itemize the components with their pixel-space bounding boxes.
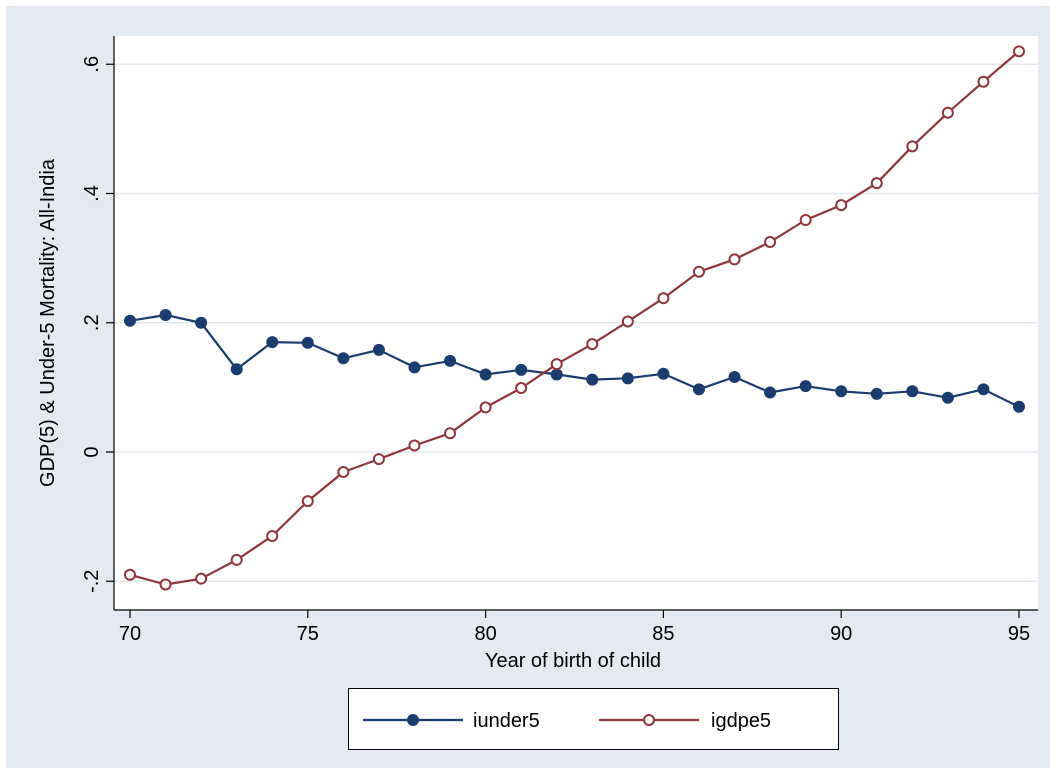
data-point-iunder5 — [444, 354, 457, 367]
legend-item-igdpe5: igdpe5 — [599, 710, 771, 732]
y-tick-label: .2 — [81, 314, 103, 331]
data-point-iunder5 — [941, 391, 954, 404]
data-point-igdpe5 — [124, 568, 136, 581]
x-tick-label: 85 — [652, 623, 674, 645]
data-point-igdpe5 — [230, 553, 243, 566]
y-tick-label: .4 — [81, 185, 103, 202]
data-point-iunder5 — [550, 368, 563, 381]
data-point-igdpe5 — [337, 466, 350, 479]
data-point-iunder5 — [372, 343, 385, 356]
data-point-igdpe5 — [870, 177, 883, 190]
line-chart: -.2 0 .2 .4 .6 70 75 80 85 90 95 Year of birth of … — [37, 36, 1038, 672]
x-tick-label: 75 — [297, 623, 319, 645]
data-point-iunder5 — [515, 363, 528, 376]
y-tick-label: .6 — [81, 56, 103, 73]
data-point-igdpe5 — [266, 530, 279, 543]
data-point-igdpe5 — [515, 382, 528, 395]
data-point-iunder5 — [124, 314, 136, 327]
x-tick-label: 90 — [830, 623, 852, 645]
data-point-igdpe5 — [835, 199, 848, 212]
series-group — [124, 45, 1025, 591]
data-point-iunder5 — [764, 386, 777, 399]
data-point-iunder5 — [586, 373, 599, 386]
data-point-iunder5 — [479, 368, 492, 381]
data-point-igdpe5 — [550, 358, 563, 371]
data-point-igdpe5 — [159, 578, 172, 591]
chart-frame: -.2 0 .2 .4 .6 70 75 80 85 90 95 Year of birth of … — [6, 6, 1050, 768]
legend-label-igdpe5: igdpe5 — [711, 710, 771, 732]
data-point-iunder5 — [195, 316, 208, 329]
legend-marker-igdpe5 — [643, 714, 655, 726]
data-point-igdpe5 — [479, 401, 492, 414]
legend-svg: iunder5 igdpe5 — [363, 710, 771, 732]
data-point-igdpe5 — [586, 338, 599, 351]
y-axis-title: GDP(5) & Under-5 Mortality: All-India — [37, 158, 59, 487]
axis-ticks: -.2 0 .2 .4 .6 70 75 80 85 90 95 — [81, 56, 1030, 645]
y-tick-label: 0 — [81, 446, 103, 457]
data-point-iunder5 — [408, 361, 421, 374]
data-point-igdpe5 — [692, 265, 705, 278]
data-point-igdpe5 — [444, 427, 457, 440]
data-point-igdpe5 — [906, 140, 919, 153]
data-point-igdpe5 — [301, 495, 314, 508]
legend: iunder5 igdpe5 — [348, 688, 839, 750]
data-point-igdpe5 — [1013, 45, 1025, 58]
y-tick-label: -.2 — [81, 570, 103, 593]
data-point-igdpe5 — [941, 106, 954, 119]
legend-label-iunder5: iunder5 — [473, 710, 540, 732]
data-point-igdpe5 — [799, 213, 812, 226]
data-point-iunder5 — [657, 367, 670, 380]
data-point-iunder5 — [835, 385, 848, 398]
data-point-iunder5 — [728, 371, 741, 384]
data-point-iunder5 — [870, 387, 883, 400]
data-point-iunder5 — [266, 336, 279, 349]
x-axis-title: Year of birth of child — [485, 650, 661, 672]
data-point-iunder5 — [799, 380, 812, 393]
x-tick-label: 95 — [1008, 623, 1030, 645]
data-point-igdpe5 — [728, 253, 741, 266]
x-tick-label: 70 — [119, 623, 141, 645]
data-point-igdpe5 — [764, 235, 777, 248]
data-point-igdpe5 — [657, 292, 670, 305]
data-point-iunder5 — [692, 383, 705, 396]
data-point-iunder5 — [1013, 400, 1025, 413]
data-point-igdpe5 — [621, 315, 634, 328]
x-tick-label: 80 — [474, 623, 496, 645]
data-point-igdpe5 — [195, 572, 208, 585]
data-point-iunder5 — [621, 372, 634, 385]
data-point-igdpe5 — [408, 439, 421, 452]
data-point-iunder5 — [337, 352, 350, 365]
data-point-iunder5 — [159, 308, 172, 321]
data-point-iunder5 — [230, 363, 243, 376]
legend-item-iunder5: iunder5 — [363, 710, 540, 732]
data-point-iunder5 — [977, 383, 990, 396]
data-point-igdpe5 — [372, 453, 385, 466]
data-point-iunder5 — [301, 336, 314, 349]
series-line-igdpe5 — [129, 50, 1020, 586]
legend-marker-iunder5 — [407, 714, 419, 726]
data-point-igdpe5 — [977, 75, 990, 88]
data-point-iunder5 — [906, 385, 919, 398]
grid-lines — [114, 63, 1038, 582]
